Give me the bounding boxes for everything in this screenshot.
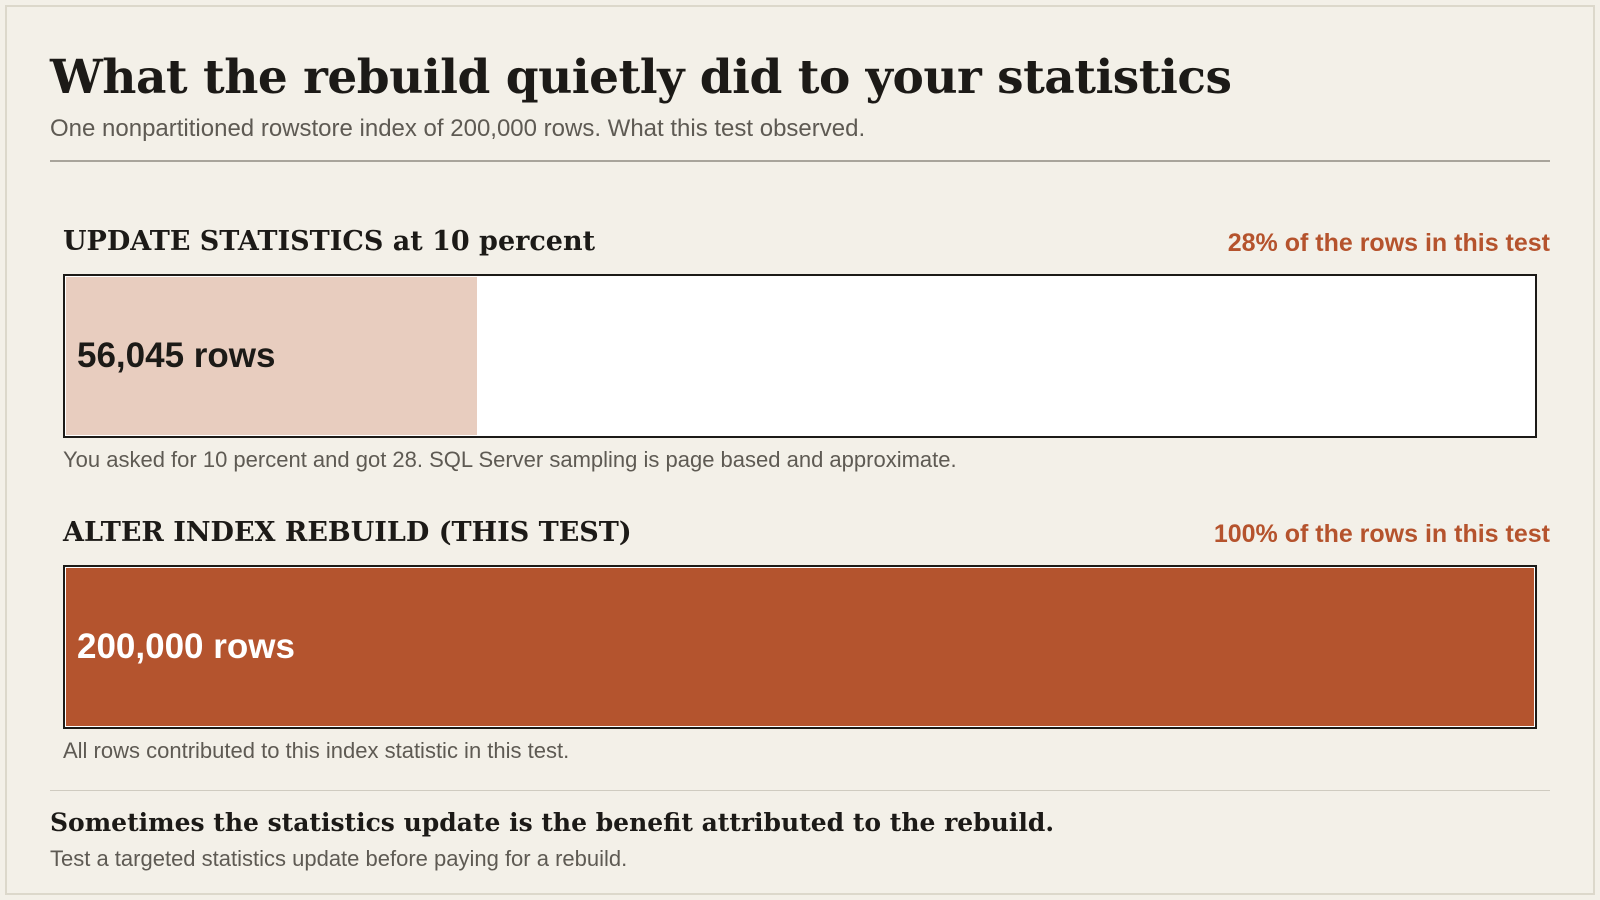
bar-note-update-statistics: You asked for 10 percent and got 28. SQL…	[63, 447, 957, 472]
header-divider	[50, 160, 1550, 162]
footer-divider	[50, 790, 1550, 791]
takeaway-body: Test a targeted statistics update before…	[50, 846, 628, 871]
bar-label-update-statistics: UPDATE STATISTICS at 10 percent	[63, 226, 596, 257]
chart-title: What the rebuild quietly did to your sta…	[50, 50, 1232, 105]
bar-percent-update-statistics: 28% of the rows in this test	[1227, 229, 1550, 257]
bar-label-alter-index-rebuild: ALTER INDEX REBUILD (THIS TEST)	[63, 517, 632, 548]
bar-value-update-statistics: 56,045 rows	[77, 336, 276, 375]
bar-percent-alter-index-rebuild: 100% of the rows in this test	[1213, 520, 1550, 548]
bar-track-update-statistics: 56,045 rows	[63, 274, 1537, 438]
chart-subtitle: One nonpartitioned rowstore index of 200…	[50, 115, 866, 142]
takeaway-headline: Sometimes the statistics update is the b…	[50, 808, 1055, 837]
page-frame	[5, 5, 1595, 895]
bar-update-statistics	[66, 277, 477, 435]
bar-track-alter-index-rebuild: 200,000 rows	[63, 565, 1537, 729]
bar-value-alter-index-rebuild: 200,000 rows	[77, 627, 295, 666]
bar-note-alter-index-rebuild: All rows contributed to this index stati…	[63, 738, 570, 763]
bar-alter-index-rebuild	[66, 568, 1534, 726]
